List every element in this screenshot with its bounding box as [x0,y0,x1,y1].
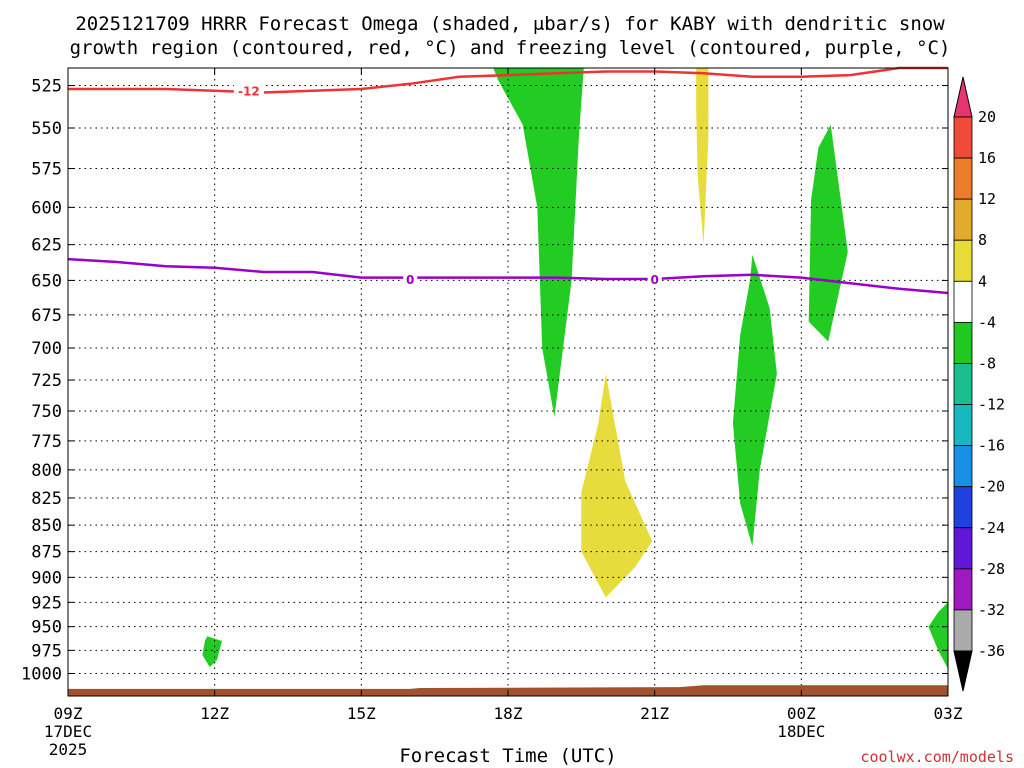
colorbar-segment [953,157,973,200]
x-tick-label: 03Z [934,704,963,723]
y-tick-label: 850 [31,516,62,536]
colorbar-segment [953,486,973,529]
credit-text: coolwx.com/models [860,748,1014,766]
colorbar-label: 8 [978,231,987,249]
colorbar-label: -8 [978,354,996,372]
freezing-level-contour-label: 0 [406,273,414,287]
omega-region-green-plume-18z [493,68,584,417]
omega-region-green-blob-03z [928,602,948,669]
omega-region-yellow-blob-20z [581,373,653,598]
omega-region-green-column-23z [732,254,777,547]
colorbar-top-triangle [953,76,973,118]
snow-growth-contour-line [68,66,948,94]
colorbar-segment [953,568,973,611]
y-tick-label: 700 [31,339,62,359]
snow-growth-label-bg [233,82,264,99]
y-tick-label: 975 [31,641,62,661]
colorbar-label: -20 [978,478,1005,496]
freezing-level-label-bg [403,271,418,288]
y-tick-label: 575 [31,160,62,180]
grid-lines [68,68,948,696]
chart-title-line1: 2025121709 HRRR Forecast Omega (shaded, … [75,13,945,35]
y-tick-label: 800 [31,461,62,481]
omega-shaded-regions [202,68,948,669]
colorbar-label: -32 [978,601,1005,619]
colorbar-label: -28 [978,560,1005,578]
x-tick-label: 09Z [54,704,83,723]
x-tick-sublabel: 17DEC [44,722,92,741]
y-tick-label: 750 [31,402,62,422]
colorbar-label: 20 [978,108,996,126]
x-tick-label: 18Z [494,704,523,723]
x-tick-label: 00Z [787,704,816,723]
colorbar-label: -12 [978,396,1005,414]
colorbar-segment [953,404,973,447]
y-tick-label: 950 [31,618,62,638]
x-axis-label: Forecast Time (UTC) [399,745,616,767]
colorbar-segment [953,239,973,282]
omega-region-yellow-column-22z [696,68,709,245]
colorbar-segment [953,198,973,241]
freezing-level-label-bg [647,271,662,288]
y-tick-label: 900 [31,568,62,588]
contour-lines: -12 0 0 [67,66,949,295]
y-tick-label: 775 [31,432,62,452]
y-tick-label: 525 [31,77,62,97]
x-tick-label: 15Z [347,704,376,723]
x-tick-label: 21Z [640,704,669,723]
colorbar-segment [953,363,973,405]
y-tick-label: 650 [31,271,62,291]
colorbar-label: -24 [978,519,1005,537]
colorbar-label: -16 [978,437,1005,455]
colorbar-label: -4 [978,313,996,331]
y-tick-label: 550 [31,119,62,139]
colorbar-segment [953,527,973,570]
freezing-level-contour-line [67,257,949,295]
y-tick-label: 675 [31,306,62,326]
snow-growth-contour-label: -12 [238,85,260,99]
y-tick-label: 825 [31,489,62,509]
colorbar-segment [953,280,973,323]
y-tick-label: 600 [31,198,62,218]
colorbar-label: 16 [978,149,996,167]
omega-region-green-column-01z [808,124,848,342]
y-tick-label: 1000 [21,664,62,684]
x-tick-sublabel: 2025 [49,740,88,759]
colorbar-segment [953,445,973,488]
y-tick-label: 725 [31,371,62,391]
x-tick-sublabel: 18DEC [777,722,825,741]
y-axis: 525 550 575 600 625 650 675 700 725 750 775 800 825 8… [21,77,948,684]
colorbar-label: -36 [978,642,1005,660]
y-tick-label: 925 [31,593,62,613]
omega-region-green-blob-12z [202,636,222,668]
y-tick-label: 875 [31,543,62,563]
colorbar-segment [953,116,973,159]
colorbar-segment [953,321,973,364]
chart-title-line2: growth region (contoured, red, °C) and f… [70,37,951,59]
colorbar: 20 16 12 8 4 -4 -8 -12 -16 -20 -24 -28 -32 -36 [953,76,1005,692]
colorbar-label: 4 [978,272,987,290]
colorbar-segment [953,609,973,652]
x-tick-label: 12Z [200,704,229,723]
y-tick-label: 625 [31,236,62,256]
colorbar-bottom-triangle [953,650,973,692]
freezing-level-contour-label: 0 [650,273,658,287]
colorbar-label: 12 [978,190,996,208]
